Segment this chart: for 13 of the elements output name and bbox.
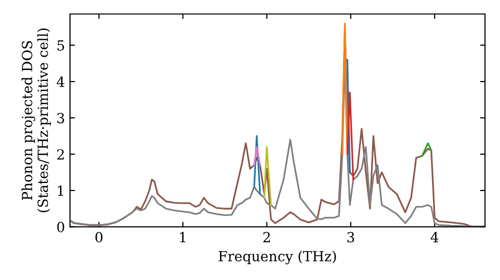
y-tick-label: 2 bbox=[57, 149, 64, 160]
x-tick-label: 0 bbox=[95, 232, 102, 242]
x-tick-label: 1 bbox=[180, 232, 186, 242]
y-tick-label: 4 bbox=[56, 76, 64, 87]
y-axis-title: Phonon projected DOS (States/THz·primitive cell) bbox=[22, 28, 51, 212]
x-tick-label: 4 bbox=[430, 232, 438, 242]
x-tick-label: 3 bbox=[347, 232, 354, 242]
y-tick-label: 0 bbox=[57, 222, 64, 232]
y-tick-label: 1 bbox=[58, 185, 64, 196]
y-tick-label: 3 bbox=[57, 112, 64, 124]
x-tick-label: 2 bbox=[263, 232, 270, 242]
y-tick-label: 5 bbox=[57, 40, 64, 51]
x-axis-title: Frequency (THz) bbox=[218, 250, 336, 264]
